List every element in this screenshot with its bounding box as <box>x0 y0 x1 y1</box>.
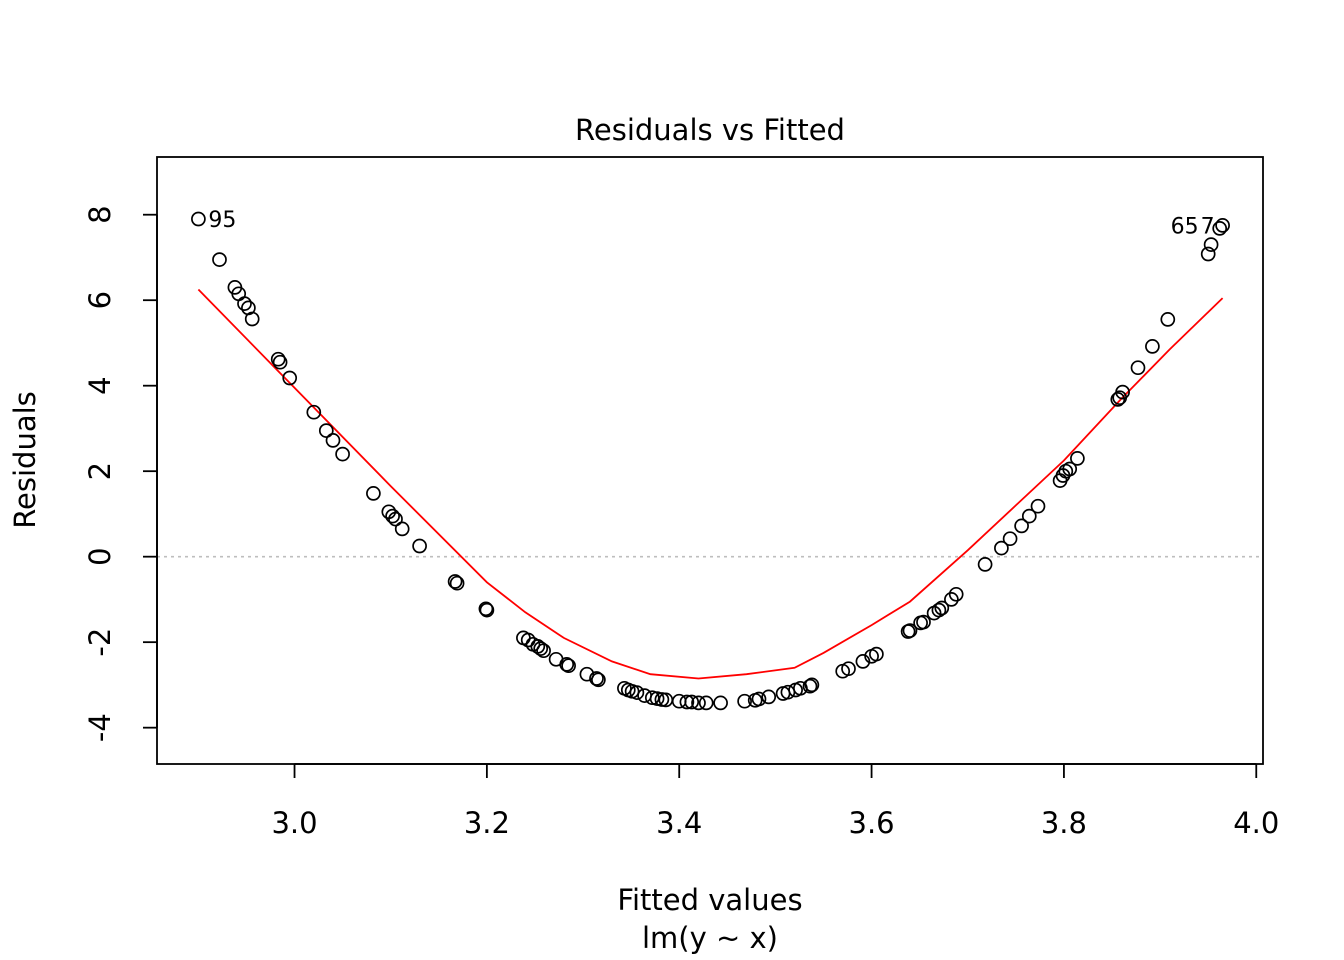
y-tick-label: 0 <box>83 547 117 565</box>
plot-frame <box>156 156 1264 765</box>
data-point <box>191 211 206 227</box>
x-tick-label: 4.0 <box>1233 806 1279 840</box>
point-labels-layer: 95 65 7 <box>208 208 1214 239</box>
x-axis-subtitle: lm(y ~ x) <box>642 921 778 955</box>
data-point <box>1110 392 1126 407</box>
x-axis: 3.0 3.2 3.4 3.6 3.8 4.0 <box>271 763 1279 840</box>
data-point <box>679 694 695 710</box>
data-point <box>1200 246 1216 262</box>
data-point <box>994 540 1009 556</box>
data-point <box>318 423 334 438</box>
data-point <box>1062 461 1078 477</box>
data-point <box>589 671 604 686</box>
y-tick-label: -2 <box>83 628 117 657</box>
x-tick-label: 3.2 <box>464 806 510 840</box>
data-point <box>447 574 463 589</box>
data-point <box>751 691 767 707</box>
data-point <box>394 521 410 537</box>
data-point <box>855 654 871 669</box>
data-point <box>1145 339 1160 354</box>
data-point <box>306 404 322 420</box>
x-axis-label: Fitted values <box>617 883 802 917</box>
x-tick-label: 3.4 <box>656 806 702 840</box>
smooth-line <box>197 288 1224 680</box>
y-tick-label: 4 <box>83 376 117 394</box>
y-tick-label: 2 <box>83 462 117 480</box>
data-point <box>948 586 964 602</box>
data-point <box>804 677 820 693</box>
data-point <box>1215 218 1230 233</box>
data-point <box>841 661 856 677</box>
data-point <box>944 592 959 607</box>
data-point <box>1212 221 1228 236</box>
y-tick-label: 8 <box>83 205 117 223</box>
y-axis-label: Residuals <box>8 391 42 529</box>
data-point <box>1130 360 1146 376</box>
data-point <box>449 575 465 591</box>
data-point <box>629 685 645 700</box>
point-label: 95 <box>208 208 236 233</box>
data-point <box>244 311 260 327</box>
data-point <box>902 623 918 638</box>
data-point <box>977 557 993 572</box>
data-point <box>1115 384 1130 400</box>
x-tick-label: 3.8 <box>1041 806 1087 840</box>
data-point <box>1160 312 1176 327</box>
data-point <box>934 600 950 616</box>
y-axis: -4 -2 0 2 4 6 8 <box>83 205 158 742</box>
data-point <box>761 689 777 705</box>
data-point <box>1070 451 1085 466</box>
data-point <box>237 296 252 311</box>
data-point <box>684 694 700 710</box>
data-point <box>931 602 947 618</box>
data-point <box>325 433 341 448</box>
y-tick-label: -4 <box>83 713 117 742</box>
point-label: 7 <box>1201 214 1215 239</box>
data-point <box>637 688 652 703</box>
data-point <box>1203 237 1219 252</box>
data-point <box>536 643 551 659</box>
data-point <box>272 354 288 370</box>
data-point <box>533 641 549 656</box>
data-point <box>388 511 403 527</box>
data-point <box>1014 518 1029 534</box>
x-tick-label: 3.6 <box>849 806 895 840</box>
data-point <box>478 601 494 617</box>
data-point <box>366 486 381 501</box>
data-point <box>1030 498 1046 514</box>
chart-title: Residuals vs Fitted <box>575 113 845 147</box>
points-layer <box>191 211 1230 711</box>
data-point <box>916 614 931 630</box>
data-point <box>479 602 495 618</box>
data-point <box>691 695 706 711</box>
data-point <box>270 351 286 367</box>
data-point <box>559 657 575 672</box>
smooth-line-layer <box>197 288 1224 680</box>
y-tick-label: 6 <box>83 291 117 309</box>
data-point <box>335 446 350 462</box>
data-point <box>412 538 427 554</box>
data-point <box>1002 531 1018 547</box>
data-point <box>579 666 595 682</box>
data-point <box>802 678 818 694</box>
data-point <box>591 672 606 688</box>
data-point <box>713 695 728 711</box>
point-label: 65 <box>1171 214 1199 239</box>
data-point <box>698 695 714 711</box>
data-point <box>212 252 227 267</box>
data-point <box>649 691 665 706</box>
data-point <box>561 658 576 674</box>
x-tick-label: 3.0 <box>271 806 317 840</box>
data-point <box>737 693 752 709</box>
data-point <box>1021 508 1037 524</box>
data-point <box>869 646 884 662</box>
data-point <box>282 370 298 386</box>
data-point <box>385 508 400 524</box>
